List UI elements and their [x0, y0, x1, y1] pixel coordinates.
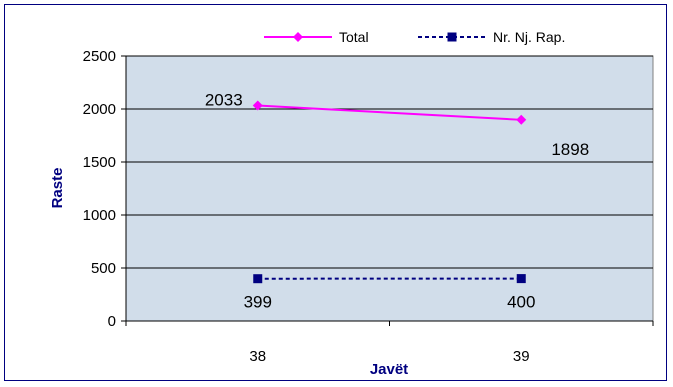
data-labels: 2033 1898 399 400 — [205, 91, 589, 312]
x-tick-label: 39 — [513, 348, 530, 365]
data-label: 400 — [507, 293, 535, 312]
data-label: 2033 — [205, 91, 243, 110]
legend-marker — [447, 32, 457, 42]
legend-label: Total — [339, 29, 369, 45]
data-point — [516, 114, 527, 125]
y-tick-label: 2500 — [83, 48, 116, 65]
data-label: 399 — [244, 293, 272, 312]
y-tick-label: 500 — [91, 260, 116, 277]
y-axis-title: Raste — [49, 168, 66, 209]
legend-label: Nr. Nj. Rap. — [493, 29, 565, 45]
data-label: 1898 — [551, 140, 589, 159]
y-tick-label: 0 — [108, 313, 116, 330]
data-point — [516, 274, 526, 284]
x-axis-title: Javët — [370, 361, 408, 378]
data-point — [252, 100, 263, 111]
series — [252, 100, 527, 284]
series-line — [257, 104, 522, 121]
y-tick-label: 1500 — [83, 154, 116, 171]
y-tick-label: 1000 — [83, 207, 116, 224]
gridlines — [126, 55, 653, 269]
y-tick-label: 2000 — [83, 101, 116, 118]
x-tick-label: 38 — [249, 348, 266, 365]
axes: 0 500 1000 1500 2000 2500 38 39 — [83, 48, 654, 365]
data-point — [253, 274, 263, 284]
plot-area — [125, 55, 654, 322]
legend-marker — [293, 32, 303, 42]
legend: Total Nr. Nj. Rap. — [264, 29, 565, 45]
